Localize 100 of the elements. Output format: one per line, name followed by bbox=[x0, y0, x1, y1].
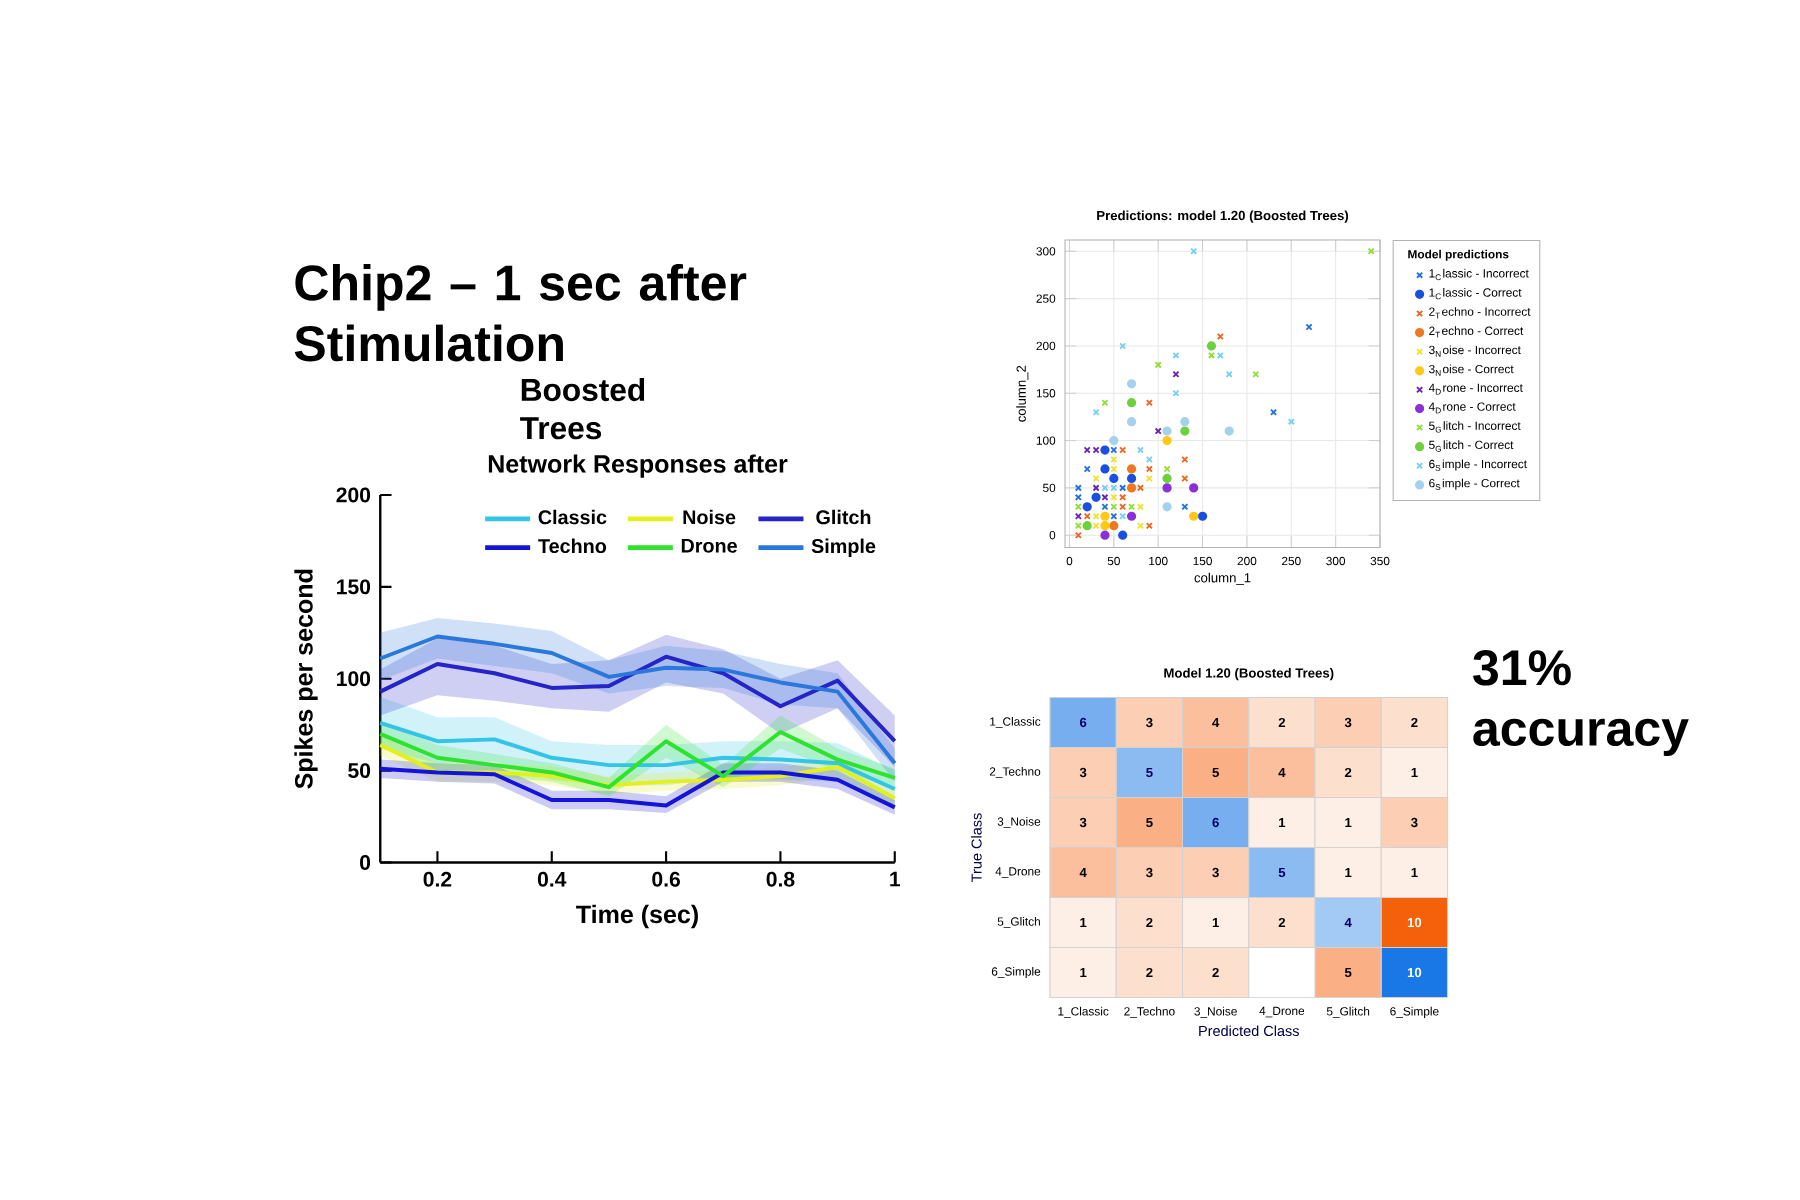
legend-label: 3$_{N}$oise - Correct bbox=[1429, 364, 1514, 376]
y-tick-label: 200 bbox=[1036, 341, 1056, 351]
point bbox=[1082, 521, 1092, 531]
y-tick-label: 200 bbox=[336, 487, 371, 503]
point bbox=[1162, 473, 1172, 484]
y-tick-label: 0 bbox=[360, 855, 371, 870]
x-tick-label: 150 bbox=[1193, 556, 1212, 566]
point bbox=[1180, 426, 1190, 436]
data-label: 10 bbox=[1407, 917, 1422, 928]
line-series bbox=[378, 654, 897, 744]
point bbox=[1100, 521, 1110, 531]
x-tick-label: 3_Noise bbox=[1194, 1006, 1237, 1018]
data-label: 3 bbox=[1212, 867, 1219, 878]
legend-label: 3$_{N}$oise - Incorrect bbox=[1429, 345, 1521, 357]
point bbox=[1216, 332, 1224, 341]
data-label: 3 bbox=[1344, 717, 1352, 728]
x-tick-label: 100 bbox=[1149, 556, 1168, 566]
legend-label: 5$_{G}$litch - Correct bbox=[1429, 440, 1514, 452]
legend-label: 1$_{C}$lassic - Incorrect bbox=[1429, 268, 1529, 281]
point bbox=[1189, 511, 1199, 521]
point bbox=[1092, 408, 1100, 416]
x-tick-label: 250 bbox=[1281, 556, 1301, 566]
y-tick-label: 100 bbox=[1036, 436, 1056, 445]
data-label: 5 bbox=[1344, 967, 1352, 978]
data-label: 4 bbox=[1212, 717, 1220, 728]
point bbox=[1305, 323, 1313, 331]
point bbox=[1216, 351, 1224, 359]
legend-title: Model predictions bbox=[1408, 249, 1509, 261]
legend-label: 5$_{G}$litch - Incorrect bbox=[1429, 421, 1521, 433]
point bbox=[1154, 427, 1162, 435]
point bbox=[1206, 341, 1217, 351]
data-label: 6 bbox=[1212, 817, 1219, 828]
data-label: 2 bbox=[1146, 917, 1153, 928]
x-axis-title: Predicted Class bbox=[1199, 1025, 1299, 1037]
legend-label: 6$_{S}$imple - Correct bbox=[1429, 478, 1520, 490]
x-axis-title: column_1 bbox=[1194, 572, 1251, 585]
data-label: 4 bbox=[1344, 917, 1352, 928]
point bbox=[1092, 484, 1100, 492]
point bbox=[1126, 398, 1137, 408]
data-label: 1 bbox=[1212, 917, 1219, 928]
x-tick-label: 0.8 bbox=[766, 871, 795, 887]
point bbox=[1163, 465, 1171, 473]
x-tick-label: 0.6 bbox=[652, 871, 680, 887]
x-axis-title: Time (sec) bbox=[576, 904, 698, 929]
x-tick-label: 0 bbox=[1066, 556, 1073, 566]
legend-label: 2$_{T}$echno - Incorrect bbox=[1429, 307, 1531, 319]
y-tick-label: 300 bbox=[1036, 247, 1056, 256]
x-tick-label: 6_Simple bbox=[1390, 1006, 1439, 1018]
point bbox=[1109, 521, 1119, 531]
y-tick-label: 5_Glitch bbox=[997, 917, 1040, 928]
y-tick-label: 2_Techno bbox=[989, 767, 1041, 778]
point bbox=[1126, 464, 1137, 474]
y-tick-label: 150 bbox=[337, 579, 371, 595]
data-label: 3 bbox=[1146, 867, 1153, 878]
legend-label: 1$_{C}$lassic - Correct bbox=[1429, 288, 1522, 300]
y-tick-label: 6_Simple bbox=[991, 966, 1041, 979]
data-label: 2 bbox=[1344, 767, 1352, 778]
data-label: 2 bbox=[1146, 967, 1153, 978]
point bbox=[1082, 502, 1092, 512]
point bbox=[1100, 445, 1110, 455]
point bbox=[1126, 417, 1137, 427]
data-label: 1 bbox=[1345, 817, 1352, 828]
y-tick-label: 3_Noise bbox=[997, 817, 1041, 828]
legend-label: Drone bbox=[681, 538, 737, 553]
x-tick-label: 200 bbox=[1237, 556, 1257, 566]
point bbox=[1110, 446, 1118, 454]
y-tick-label: 0 bbox=[1049, 531, 1056, 540]
point bbox=[1126, 511, 1137, 521]
point bbox=[1100, 464, 1110, 474]
data-label: 1 bbox=[1080, 967, 1087, 978]
text: 31% accuracy bbox=[1473, 650, 1689, 756]
x-tick-label: 1 bbox=[890, 871, 901, 887]
point bbox=[1109, 435, 1119, 446]
point bbox=[1091, 492, 1101, 502]
y-tick-label: 1_Classic bbox=[990, 717, 1041, 728]
data-label: 2 bbox=[1212, 967, 1219, 978]
y-axis-title: Spikes per second bbox=[294, 569, 318, 789]
point bbox=[1207, 351, 1215, 359]
legend-label: Simple bbox=[811, 538, 876, 557]
y-tick-label: 50 bbox=[1042, 483, 1056, 493]
point bbox=[1126, 483, 1137, 493]
point bbox=[1100, 511, 1110, 521]
data-label: 1 bbox=[1411, 767, 1418, 778]
data-label: 2 bbox=[1411, 717, 1418, 728]
point bbox=[1145, 474, 1153, 482]
data-label: 4 bbox=[1079, 867, 1087, 878]
chart-title: Predictions: model 1.20 (Boosted Trees) bbox=[1097, 210, 1349, 223]
point bbox=[1172, 389, 1180, 397]
point bbox=[1118, 530, 1128, 540]
x-tick-label: 0.4 bbox=[537, 871, 567, 887]
point bbox=[1162, 483, 1172, 493]
legend-label: Techno bbox=[538, 538, 607, 554]
data-label: 2 bbox=[1278, 717, 1286, 728]
text: Chip2 – 1 sec after Stimulation bbox=[294, 263, 747, 362]
x-tick-label: 0.2 bbox=[423, 871, 452, 887]
y-tick-label: 100 bbox=[337, 671, 371, 687]
x-tick-label: 4_Drone bbox=[1259, 1006, 1305, 1018]
data-label: 1 bbox=[1279, 817, 1286, 828]
chart-title: Model 1.20 (Boosted Trees) bbox=[1164, 667, 1334, 681]
point bbox=[1101, 503, 1109, 511]
